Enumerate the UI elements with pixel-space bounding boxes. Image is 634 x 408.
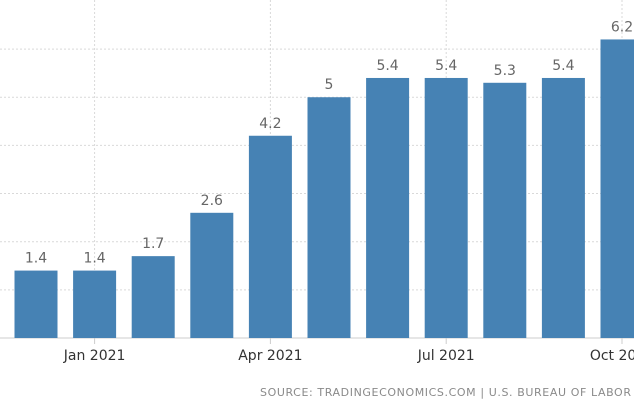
bar[interactable] <box>190 212 234 338</box>
bar[interactable] <box>73 270 117 338</box>
bar-value-label: 5.4 <box>435 58 457 74</box>
bar-value-label: 5.4 <box>552 58 574 74</box>
bar-value-label: 6.2 <box>611 19 633 35</box>
bar-value-label: 5.4 <box>376 58 398 74</box>
bar-value-label: 1.7 <box>142 236 164 252</box>
source-attribution: SOURCE: TRADINGECONOMICS.COM | U.S. BURE… <box>260 386 634 399</box>
bar[interactable] <box>14 270 58 338</box>
bar-value-label: 4.2 <box>259 116 281 132</box>
x-tick-label: Apr 2021 <box>238 348 302 364</box>
bar-value-label: 5 <box>325 77 334 93</box>
x-axis-ticks: Jan 2021 Apr 2021 Jul 2021 Oct 2021 <box>63 338 634 364</box>
bar-value-label: 2.6 <box>201 193 223 209</box>
bar-series <box>14 39 634 339</box>
bar-value-label: 1.4 <box>83 251 105 267</box>
bar[interactable] <box>248 135 292 338</box>
x-tick-label: Oct 2021 <box>590 348 634 364</box>
bar-value-label: 1.4 <box>25 251 47 267</box>
bar-value-label: 5.3 <box>494 63 516 79</box>
bar[interactable] <box>600 39 634 338</box>
x-tick-label: Jan 2021 <box>63 348 126 364</box>
value-labels: 1.4 1.4 1.7 2.6 4.2 5 5.4 5.4 5.3 5.4 6.2 <box>25 19 633 266</box>
bar[interactable] <box>541 77 585 338</box>
bar[interactable] <box>366 77 410 338</box>
bar[interactable] <box>131 256 175 338</box>
x-tick-label: Jul 2021 <box>417 348 475 364</box>
bar[interactable] <box>483 82 527 339</box>
bar[interactable] <box>424 77 468 338</box>
bar[interactable] <box>307 97 351 338</box>
